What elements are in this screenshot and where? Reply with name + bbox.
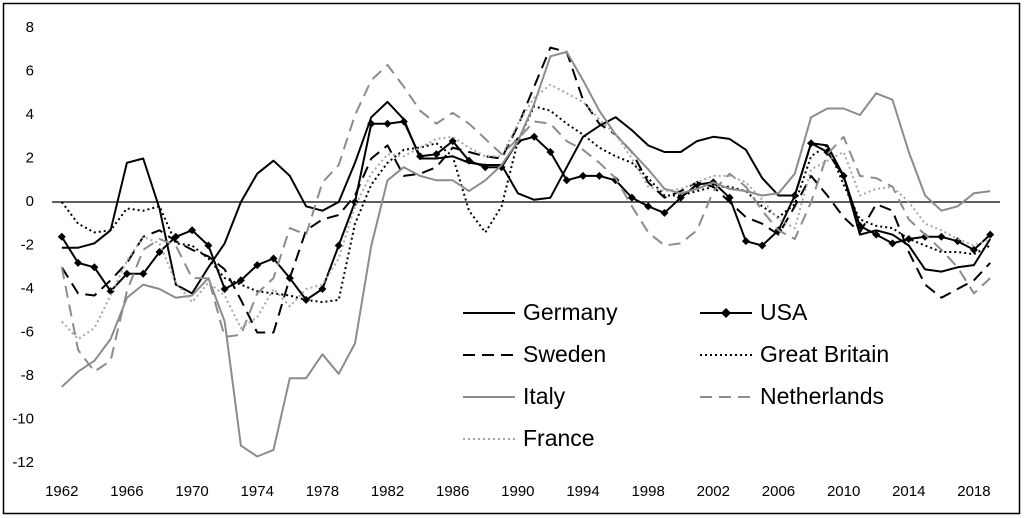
- x-tick-label: 2010: [827, 483, 860, 500]
- legend-item: Sweden: [463, 341, 606, 367]
- y-tick-label: -6: [21, 323, 34, 340]
- y-tick-label: -2: [21, 236, 34, 253]
- legend-marker: [721, 308, 731, 318]
- y-tick-label: 8: [26, 19, 34, 36]
- series-line: [61, 100, 992, 295]
- data-marker: [416, 152, 425, 161]
- data-marker: [497, 163, 506, 172]
- x-tick-label: 1986: [436, 483, 469, 500]
- data-marker: [839, 171, 848, 180]
- x-tick-label: 1982: [371, 483, 404, 500]
- data-marker: [546, 147, 555, 156]
- data-marker: [318, 285, 327, 293]
- data-marker: [758, 241, 767, 250]
- y-tick-label: 2: [26, 149, 34, 166]
- x-tick-label: 2002: [697, 483, 730, 500]
- x-tick-label: 2014: [892, 483, 925, 500]
- legend-background: [455, 292, 925, 464]
- data-marker: [953, 237, 962, 246]
- x-tick-label: 1998: [631, 483, 664, 500]
- x-tick-label: 1990: [501, 483, 534, 500]
- legend: Germany USA Sweden Great Britain Italy Nether…: [455, 292, 925, 464]
- data-marker: [188, 226, 197, 235]
- data-marker: [90, 263, 99, 272]
- data-marker: [872, 230, 881, 239]
- data-marker: [74, 258, 83, 267]
- data-marker: [921, 232, 930, 241]
- data-marker: [790, 191, 799, 200]
- x-tick-label: 1962: [45, 483, 78, 500]
- legend-label: France: [523, 425, 595, 451]
- data-marker: [595, 171, 604, 180]
- legend-label: Germany: [523, 299, 618, 325]
- data-marker: [253, 261, 262, 270]
- data-marker: [464, 156, 473, 165]
- data-marker: [334, 241, 343, 250]
- legend-label: USA: [760, 299, 808, 325]
- legend-item: Netherlands: [700, 383, 884, 409]
- x-tick-label: 1970: [175, 483, 208, 500]
- series-line: [60, 120, 991, 301]
- x-tick-label: 1966: [110, 483, 143, 500]
- data-marker: [627, 193, 636, 202]
- series-line: [61, 83, 991, 340]
- data-marker: [448, 137, 457, 146]
- data-marker: [660, 208, 669, 217]
- legend-item: USA: [700, 299, 808, 325]
- data-marker: [969, 245, 978, 254]
- legend-label: Netherlands: [760, 383, 884, 409]
- data-marker: [139, 269, 148, 278]
- series-line: [60, 46, 991, 334]
- data-marker: [367, 119, 376, 128]
- data-marker: [399, 117, 408, 126]
- y-tick-label: -10: [12, 410, 34, 427]
- legend-label: Sweden: [523, 341, 606, 367]
- data-marker: [236, 276, 245, 285]
- series-line: [60, 64, 991, 373]
- data-marker: [269, 254, 278, 263]
- data-marker: [888, 239, 897, 248]
- y-tick-label: 4: [26, 106, 34, 123]
- data-marker: [383, 119, 392, 128]
- legend-label: Italy: [523, 383, 566, 409]
- x-tick-label: 1978: [306, 483, 339, 500]
- y-tick-label: -12: [12, 454, 34, 471]
- data-marker: [937, 232, 946, 241]
- x-tick-label: 2006: [762, 483, 795, 500]
- legend-item: Germany: [463, 299, 618, 325]
- legend-item: Italy: [463, 383, 566, 409]
- data-marker: [644, 202, 653, 211]
- data-marker: [986, 230, 995, 239]
- data-marker: [823, 147, 832, 156]
- data-marker: [481, 163, 490, 172]
- y-tick-label: 6: [26, 62, 34, 79]
- data-marker: [579, 171, 588, 180]
- data-marker: [530, 132, 539, 141]
- data-marker: [807, 139, 816, 148]
- data-marker: [562, 176, 571, 185]
- y-tick-label: -8: [21, 367, 34, 384]
- x-tick-label: 2018: [957, 483, 990, 500]
- data-marker: [220, 285, 229, 293]
- data-marker: [204, 241, 213, 250]
- y-tick-label: -4: [21, 280, 34, 297]
- x-tick-label: 1994: [566, 483, 599, 500]
- data-marker: [904, 234, 913, 243]
- legend-item: Great Britain: [700, 341, 889, 367]
- y-tick-label: 0: [26, 193, 34, 210]
- data-marker: [57, 232, 66, 241]
- data-marker: [741, 237, 750, 246]
- legend-label: Great Britain: [760, 341, 889, 367]
- x-tick-label: 1974: [241, 483, 274, 500]
- series-line: [61, 50, 991, 458]
- data-marker: [122, 269, 131, 278]
- legend-item: France: [463, 425, 595, 451]
- data-marker: [432, 150, 441, 159]
